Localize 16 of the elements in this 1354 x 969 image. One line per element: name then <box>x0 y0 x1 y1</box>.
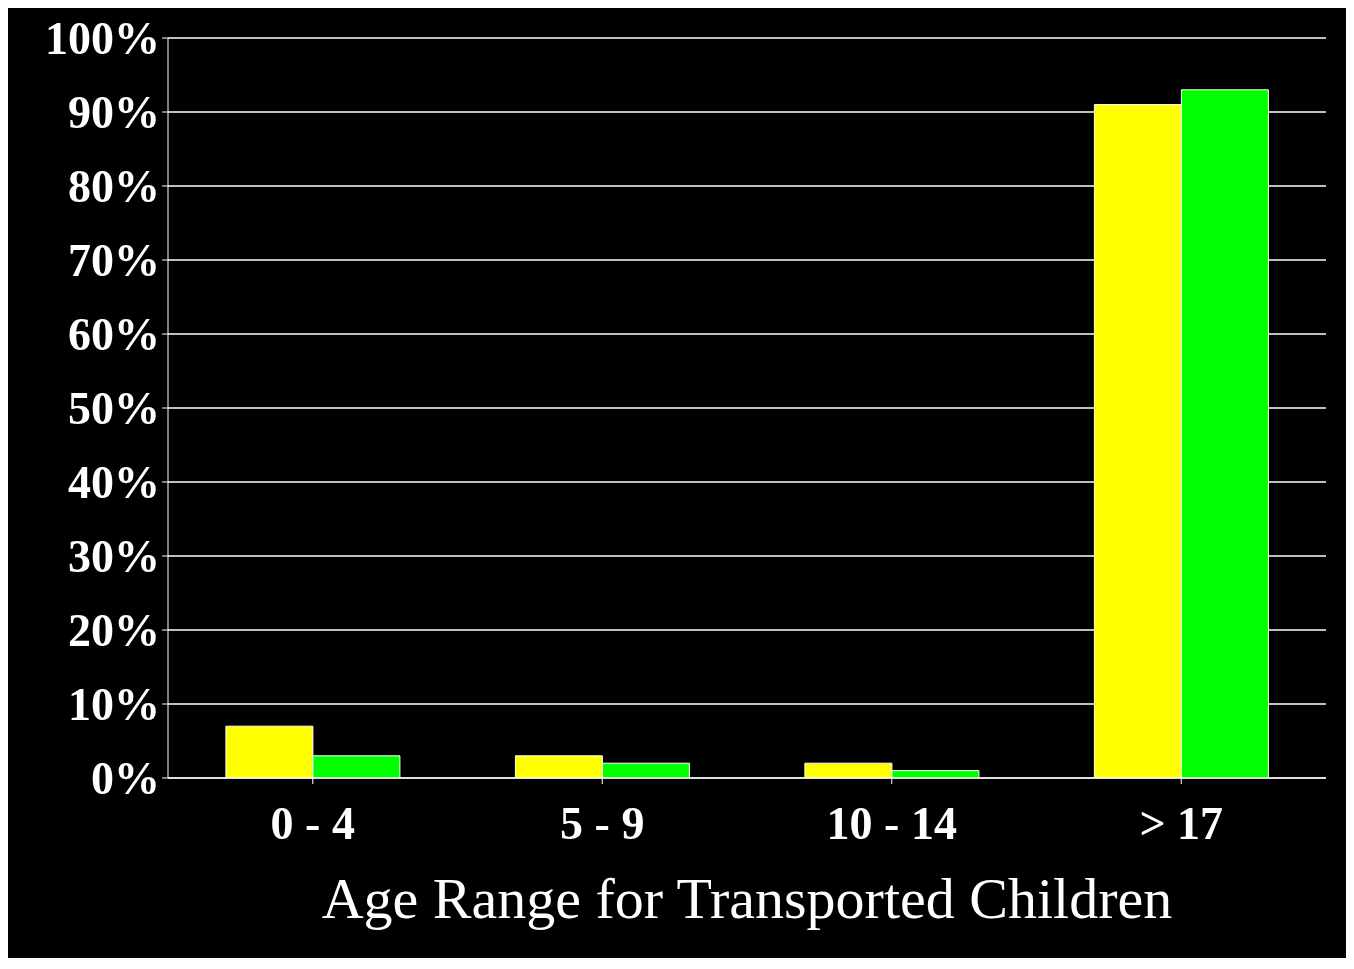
y-tick-label: 40% <box>68 457 160 509</box>
y-tick-label: 80% <box>68 161 160 213</box>
y-tick-label: 20% <box>68 605 160 657</box>
x-tick-label: 5 - 9 <box>560 797 645 849</box>
x-tick-label: > 17 <box>1139 797 1224 849</box>
x-axis-title: Age Range for Transported Children <box>321 866 1173 931</box>
y-tick-label: 90% <box>68 87 160 139</box>
y-tick-label: 30% <box>68 531 160 583</box>
y-tick-label: 0% <box>91 753 160 805</box>
y-tick-label: 10% <box>68 679 160 731</box>
y-tick-label: 70% <box>68 235 160 287</box>
x-tick-label: 0 - 4 <box>270 797 355 849</box>
y-tick-label: 60% <box>68 309 160 361</box>
y-tick-label: 100% <box>45 13 160 65</box>
y-tick-label: 50% <box>68 383 160 435</box>
x-tick-label: 10 - 14 <box>826 797 957 849</box>
